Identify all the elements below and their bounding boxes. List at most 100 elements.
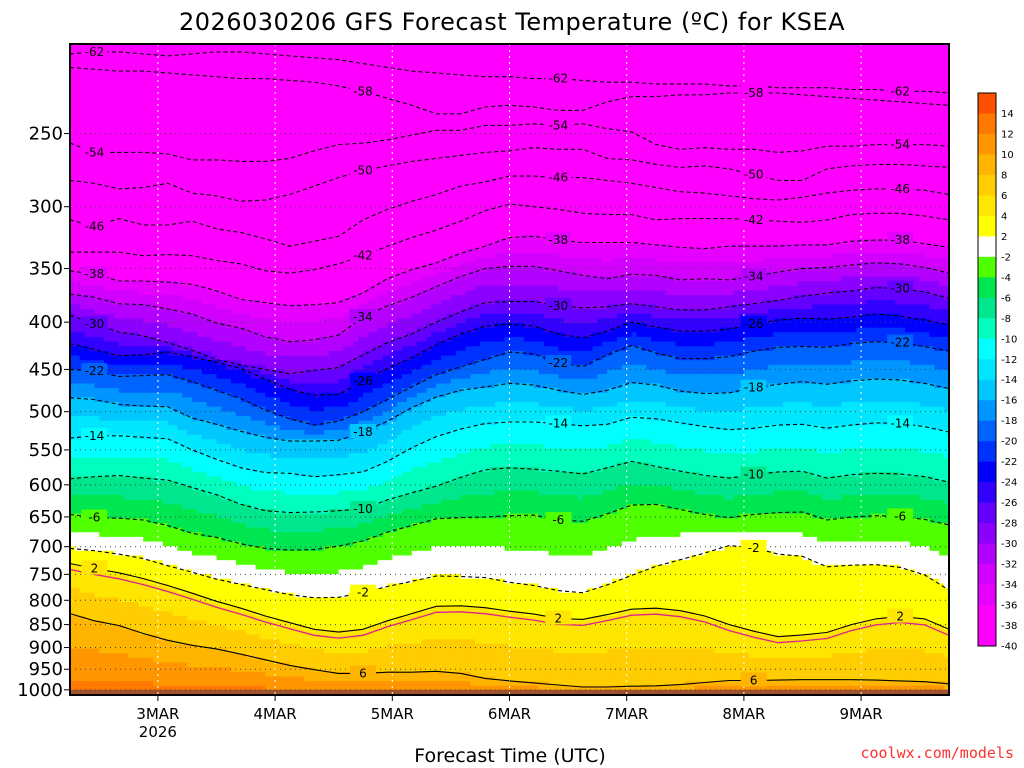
temperature-cell: [216, 150, 222, 157]
temperature-cell: [221, 546, 227, 552]
temperature-cell: [236, 104, 242, 110]
temperature-cell: [206, 146, 213, 152]
temperature-cell: [138, 364, 144, 371]
temperature-cell: [153, 462, 159, 468]
temperature-cell: [138, 206, 144, 212]
temperature-cell: [123, 95, 130, 101]
temperature-cell: [128, 62, 135, 68]
temperature-cell: [236, 44, 242, 50]
temperature-cell: [123, 411, 130, 417]
temperature-cell: [123, 99, 130, 106]
temperature-cell: [123, 123, 130, 129]
temperature-cell: [113, 225, 120, 231]
temperature-cell: [153, 578, 159, 584]
temperature-cell: [162, 183, 169, 189]
temperature-cell: [196, 397, 203, 403]
temperature-cell: [123, 416, 130, 422]
temperature-cell: [177, 211, 183, 217]
temperature-cell: [240, 197, 247, 203]
temperature-cell: [79, 453, 86, 459]
temperature-cell: [74, 471, 81, 478]
temperature-cell: [177, 57, 183, 64]
temperature-cell: [192, 248, 198, 254]
temperature-cell: [148, 281, 154, 287]
temperature-cell: [231, 671, 237, 677]
temperature-cell: [138, 169, 144, 175]
temperature-cell: [221, 513, 227, 519]
temperature-cell: [231, 285, 237, 292]
temperature-cell: [153, 499, 159, 505]
temperature-cell: [74, 76, 81, 82]
temperature-cell: [211, 336, 218, 343]
temperature-cell: [172, 67, 179, 73]
temperature-cell: [128, 53, 135, 59]
temperature-cell: [128, 178, 135, 185]
temperature-cell: [236, 397, 242, 403]
temperature-cell: [177, 360, 183, 366]
temperature-cell: [206, 267, 213, 273]
temperature-cell: [133, 141, 139, 147]
temperature-cell: [148, 620, 154, 626]
temperature-cell: [128, 495, 135, 501]
temperature-cell: [172, 44, 179, 50]
temperature-cell: [74, 532, 81, 538]
temperature-cell: [162, 420, 169, 426]
temperature-cell: [206, 643, 213, 650]
temperature-cell: [216, 369, 222, 375]
temperature-cell: [162, 262, 169, 268]
temperature-cell: [211, 155, 218, 161]
temperature-cell: [70, 248, 76, 254]
temperature-cell: [201, 202, 208, 208]
temperature-cell: [138, 671, 144, 677]
temperature-cell: [177, 230, 183, 236]
temperature-cell: [226, 118, 232, 124]
temperature-cell: [79, 202, 86, 208]
temperature-cell: [192, 127, 198, 133]
temperature-cell: [79, 383, 86, 389]
temperature-cell: [138, 313, 144, 319]
temperature-cell: [182, 602, 188, 608]
temperature-cell: [226, 634, 232, 640]
temperature-cell: [94, 643, 100, 650]
temperature-cell: [70, 420, 76, 426]
temperature-cell: [240, 476, 247, 482]
temperature-cell: [84, 648, 91, 654]
temperature-cell: [113, 295, 120, 301]
temperature-cell: [94, 476, 100, 482]
temperature-cell: [157, 439, 164, 445]
temperature-cell: [240, 248, 247, 254]
temperature-cell: [231, 341, 237, 347]
temperature-cell: [226, 192, 232, 199]
temperature-cell: [143, 476, 149, 482]
temperature-cell: [133, 653, 139, 659]
temperature-cell: [157, 369, 164, 375]
temperature-cell: [79, 676, 86, 682]
temperature-cell: [79, 653, 86, 659]
temperature-cell: [153, 216, 159, 222]
temperature-cell: [231, 299, 237, 305]
temperature-cell: [123, 657, 130, 664]
temperature-cell: [172, 178, 179, 185]
temperature-cell: [128, 137, 135, 143]
temperature-cell: [89, 495, 96, 501]
temperature-cell: [192, 206, 198, 212]
temperature-cell: [182, 146, 188, 152]
temperature-cell: [74, 402, 81, 408]
temperature-cell: [109, 457, 115, 464]
temperature-cell: [221, 225, 227, 231]
temperature-cell: [113, 323, 120, 329]
temperature-cell: [99, 443, 105, 450]
temperature-cell: [187, 476, 193, 482]
temperature-cell: [226, 109, 232, 115]
temperature-cell: [167, 383, 174, 389]
temperature-cell: [236, 109, 242, 115]
temperature-cell: [162, 411, 169, 417]
temperature-cell: [216, 360, 222, 366]
temperature-cell: [236, 53, 242, 59]
temperature-cell: [84, 346, 91, 352]
temperature-cell: [206, 429, 213, 436]
temperature-cell: [99, 685, 105, 691]
temperature-cell: [201, 341, 208, 347]
temperature-cell: [162, 416, 169, 422]
temperature-cell: [153, 309, 159, 315]
